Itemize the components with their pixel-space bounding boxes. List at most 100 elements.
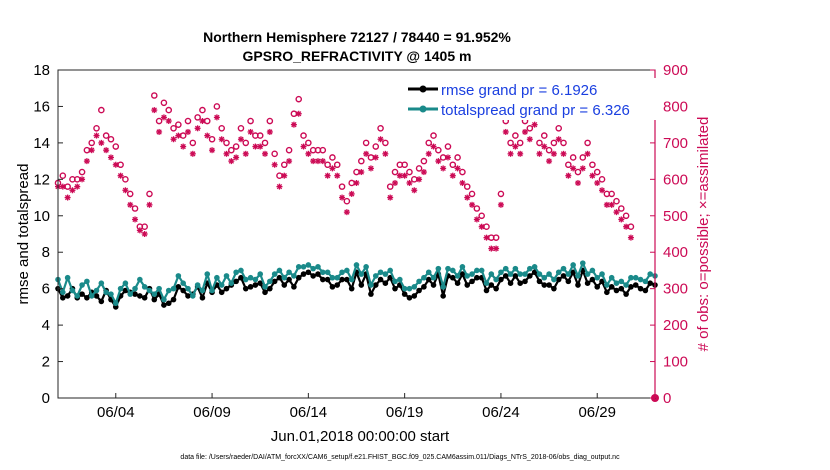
y-left-tick-label: 2 [42,354,50,371]
rmse-point [64,293,71,299]
obs-assimilated-marker [517,150,524,157]
obs-assimilated-marker [473,216,480,223]
rmse-point [536,278,543,285]
obs-possible-marker [516,139,524,147]
obs-possible-marker [526,125,534,132]
rmse-point [242,285,249,292]
rmse-point [642,287,649,294]
obs-possible-marker [444,143,452,150]
totalspread-point [604,282,610,288]
obs-assimilated-marker [59,183,66,190]
obs-possible-marker [141,223,148,231]
obs-assimilated-marker [266,128,273,135]
obs-possible-marker [401,161,408,169]
obs-assimilated-stroke [450,173,456,179]
obs-assimilated-stroke [503,129,509,135]
obs-possible-marker [338,183,346,190]
obs-assimilated-stroke [166,118,172,124]
rmse-point [584,280,591,287]
totalspread-point [613,280,620,287]
y-right-tick-label: 700 [663,135,688,152]
obs-assimilated-marker [454,165,461,172]
obs-assimilated-stroke [296,111,302,117]
totalspread-point [60,289,66,296]
obs-series [54,92,659,402]
rmse-point [565,278,572,285]
y-right-tick-label: 200 [663,317,688,334]
obs-assimilated-marker [339,194,346,201]
obs-assimilated-stroke [531,122,538,128]
chart-title: Northern Hemisphere 72127 / 78440 = 91.9… [203,29,511,45]
obs-assimilated-marker [512,143,519,150]
obs-possible-marker [223,139,230,147]
totalspread-point [233,269,239,276]
obs-possible-marker [468,190,476,198]
obs-assimilated-stroke [416,176,422,182]
rmse-point [570,269,576,276]
obs-assimilated-stroke [339,194,345,201]
totalspread-point [262,284,268,290]
totalspread-point [594,274,601,281]
obs-possible-marker [285,146,293,154]
obs-assimilated-marker [387,194,394,201]
rmse-point [151,296,158,303]
obs-possible-marker [261,139,269,147]
obs-assimilated-marker [392,179,399,186]
obs-assimilated-stroke [344,209,350,215]
obs-assimilated-stroke [397,173,403,179]
rmse-point [199,294,206,301]
rmse-point [512,273,519,279]
totalspread-point [498,269,504,276]
obs-possible-marker [584,139,591,147]
rmse-point [608,284,615,290]
obs-assimilated-marker [122,187,129,194]
rmse-point [79,291,85,297]
totalspread-point [527,265,533,272]
obs-assimilated-stroke [238,136,244,142]
obs-possible-marker [435,146,442,154]
obs-assimilated-stroke [190,151,196,157]
obs-possible-marker [333,161,341,169]
y-right-tick-label: 100 [663,354,688,371]
obs-possible-marker [93,125,100,132]
rmse-point [233,278,239,285]
totalspread-point [319,269,326,276]
totalspread-point [642,278,649,285]
obs-assimilated-marker [93,132,100,139]
obs-assimilated-marker [353,179,360,186]
obs-assimilated-marker [204,132,211,139]
rmse-point [310,273,316,279]
obs-assimilated-stroke [334,173,340,179]
obs-assimilated-marker [502,128,509,135]
rmse-point [276,274,283,281]
rmse-point [132,291,138,297]
y-left-tick-label: 14 [33,135,50,152]
obs-possible-marker [565,161,572,169]
rmse-point [291,284,297,290]
ticks: 0 2 4 6 8 10 12 14 16 18 0 100 200 300 400 500 600 700 800… [33,62,688,421]
rmse-point [647,280,653,287]
obs-assimilated-stroke [368,165,374,172]
obs-assimilated-stroke [430,143,437,150]
totalspread-point [387,267,394,274]
obs-possible-marker [608,190,615,198]
rmse-point [319,276,326,283]
obs-assimilated-stroke [156,129,162,135]
obs-assimilated-stroke [575,180,581,186]
obs-assimilated-stroke [98,140,104,146]
obs-possible-marker [122,176,129,183]
obs-assimilated-stroke [387,194,393,201]
rmse-point [449,274,456,281]
obs-assimilated-stroke [406,180,413,186]
obs-assimilated-marker [541,143,548,150]
totalspread-point [430,274,437,281]
obs-assimilated-stroke [474,216,480,223]
totalspread-point [502,265,509,272]
obs-assimilated-marker [213,114,220,121]
totalspread-point [488,271,495,277]
obs-possible-marker [194,114,201,121]
obs-assimilated-stroke [609,202,615,208]
obs-assimilated-marker [257,143,264,150]
rmse-point [98,298,105,305]
totalspread-point [223,273,230,279]
